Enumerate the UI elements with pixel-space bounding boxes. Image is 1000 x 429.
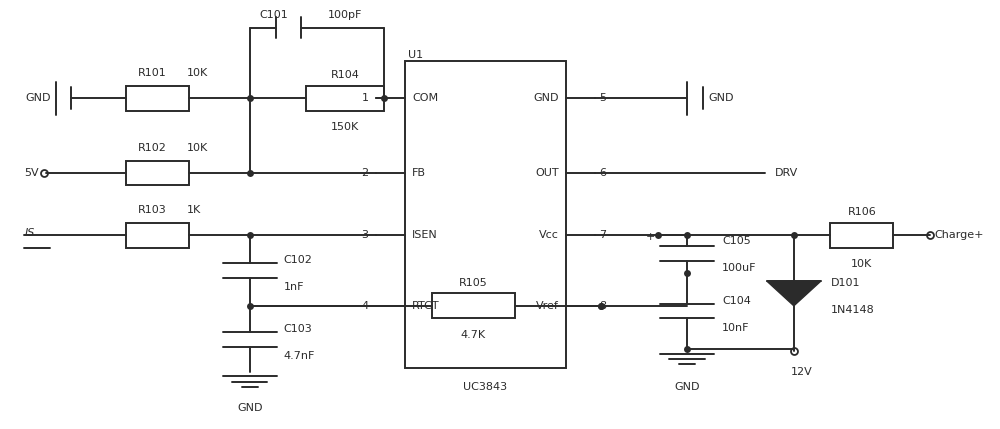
Text: 5: 5 [600, 93, 607, 103]
Text: R105: R105 [459, 278, 488, 288]
Text: DRV: DRV [774, 168, 798, 178]
Text: ISEN: ISEN [412, 230, 438, 240]
Text: 10K: 10K [851, 259, 872, 269]
Text: FB: FB [412, 168, 426, 178]
Text: C102: C102 [284, 255, 313, 265]
Text: 4: 4 [361, 301, 368, 311]
Text: 8: 8 [600, 301, 607, 311]
Text: 4.7nF: 4.7nF [284, 350, 315, 361]
Text: GND: GND [237, 402, 263, 413]
Text: GND: GND [25, 93, 51, 103]
Text: +: + [646, 233, 655, 242]
Text: 7: 7 [600, 230, 607, 240]
Text: R103: R103 [138, 205, 167, 215]
Text: C103: C103 [284, 323, 313, 334]
Text: 5V: 5V [24, 168, 39, 178]
Text: Vref: Vref [536, 301, 559, 311]
Text: 3: 3 [361, 230, 368, 240]
Bar [405, 61, 566, 368]
Text: GND: GND [533, 93, 559, 103]
Text: C105: C105 [722, 236, 751, 247]
Bar [830, 223, 893, 248]
Polygon shape [767, 281, 821, 306]
Text: RTCT: RTCT [412, 301, 440, 311]
Text: 1: 1 [361, 93, 368, 103]
Text: R106: R106 [847, 208, 876, 218]
Text: GND: GND [708, 93, 734, 103]
Bar [432, 293, 515, 318]
Text: C104: C104 [722, 296, 751, 305]
Text: C101: C101 [260, 10, 288, 20]
Text: 2: 2 [361, 168, 368, 178]
Text: 100uF: 100uF [722, 263, 756, 273]
Text: D101: D101 [831, 278, 860, 288]
Bar [126, 160, 189, 185]
Text: Vcc: Vcc [539, 230, 559, 240]
Text: 1K: 1K [187, 205, 201, 215]
Bar [126, 223, 189, 248]
Text: R104: R104 [331, 70, 359, 81]
Text: 10K: 10K [187, 68, 208, 79]
Text: Charge+: Charge+ [935, 230, 984, 240]
Text: 1N4148: 1N4148 [831, 305, 875, 315]
Text: 1nF: 1nF [284, 282, 304, 292]
Text: 6: 6 [600, 168, 607, 178]
Text: GND: GND [674, 382, 700, 392]
Text: U1: U1 [408, 50, 423, 60]
Bar [126, 86, 189, 111]
Text: 10nF: 10nF [722, 323, 749, 332]
Text: IS: IS [24, 228, 35, 238]
Text: 12V: 12V [791, 367, 812, 377]
Text: UC3843: UC3843 [463, 382, 507, 392]
Text: R101: R101 [138, 68, 167, 79]
Text: 10K: 10K [187, 143, 208, 153]
Text: R102: R102 [138, 143, 167, 153]
Text: COM: COM [412, 93, 438, 103]
Text: 4.7K: 4.7K [461, 330, 486, 340]
Text: 100pF: 100pF [328, 10, 362, 20]
Text: 150K: 150K [331, 122, 359, 132]
Text: OUT: OUT [535, 168, 559, 178]
Bar [306, 86, 384, 111]
